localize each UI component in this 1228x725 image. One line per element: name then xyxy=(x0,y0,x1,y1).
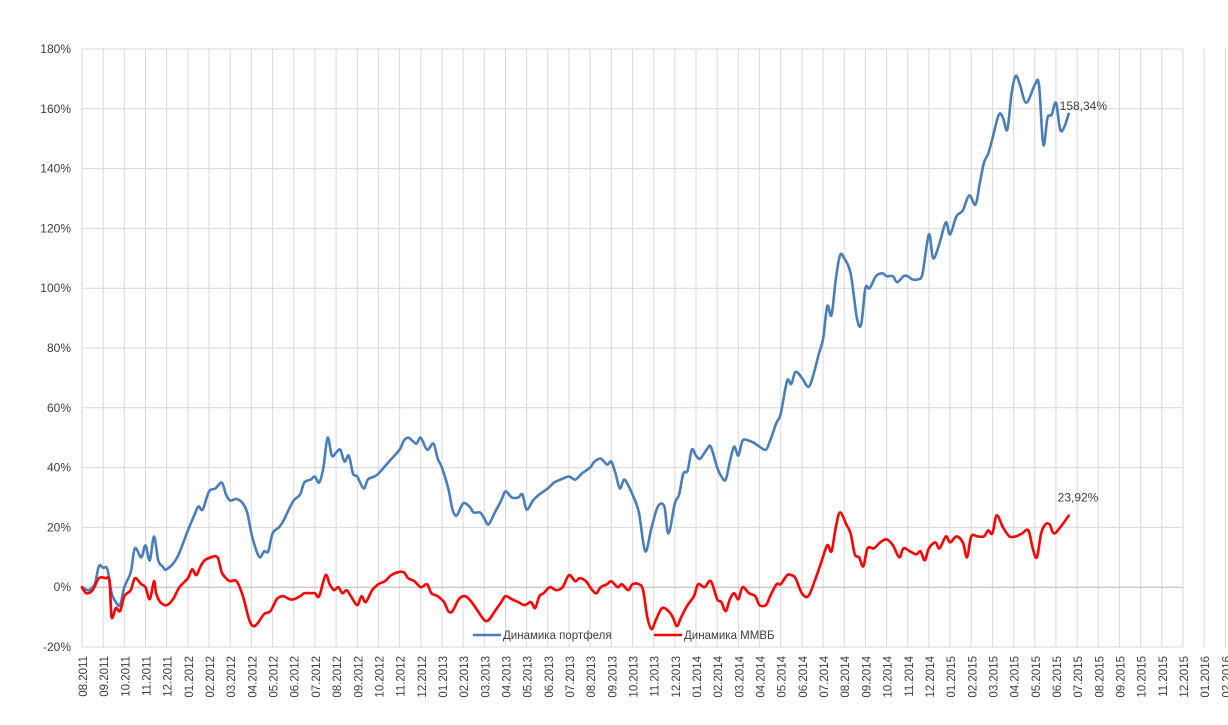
x-tick-label: 10.2013 xyxy=(629,656,641,698)
x-tick-label: 09.2015 xyxy=(1115,656,1127,698)
x-tick-label: 07.2013 xyxy=(565,656,577,698)
x-tick-label: 11.2012 xyxy=(396,656,408,697)
legend-label: Динамика ММВБ xyxy=(684,630,775,642)
x-tick-label: 03.2015 xyxy=(988,656,1000,698)
x-tick-label: 08.2014 xyxy=(840,655,852,697)
y-tick-label: -20% xyxy=(43,640,71,654)
x-tick-label: 08.2013 xyxy=(586,656,598,698)
end-label-micex: 23,92% xyxy=(1058,491,1099,505)
series-line-micex xyxy=(80,511,1070,631)
x-tick-label: 02.2014 xyxy=(713,655,725,697)
legend: Динамика портфеля Динамика ММВБ xyxy=(473,630,775,642)
y-tick-label: 140% xyxy=(40,162,71,176)
x-tick-label: 04.2013 xyxy=(501,656,513,698)
x-tick-label: 09.2011 xyxy=(99,656,111,697)
x-tick-label: 03.2014 xyxy=(734,655,746,697)
x-tick-label: 12.2011 xyxy=(163,656,175,697)
gridlines xyxy=(81,48,1226,648)
x-tick-label: 07.2012 xyxy=(311,656,323,698)
y-tick-label: 40% xyxy=(47,461,71,475)
x-tick-label: 07.2014 xyxy=(819,655,831,697)
x-tick-label: 03.2012 xyxy=(226,656,238,698)
x-tick-label: 08.2011 xyxy=(78,656,90,697)
legend-label: Динамика портфеля xyxy=(503,630,612,642)
x-tick-label: 04.2012 xyxy=(247,656,259,698)
x-tick-label: 11.2014 xyxy=(904,655,916,696)
y-tick-label: 120% xyxy=(40,221,71,235)
x-tick-label: 08.2012 xyxy=(332,656,344,698)
x-tick-label: 10.2014 xyxy=(883,655,895,697)
x-tick-label: 01.2014 xyxy=(692,655,704,697)
x-tick-label: 04.2014 xyxy=(756,655,768,697)
x-tick-label: 01.2012 xyxy=(184,656,196,698)
x-tick-label: 12.2013 xyxy=(671,656,683,698)
x-tick-label: 02.2015 xyxy=(967,656,979,698)
x-tick-label: 11.2013 xyxy=(650,656,662,697)
x-tick-label: 09.2014 xyxy=(861,655,873,697)
y-tick-label: 80% xyxy=(47,341,71,355)
x-tick-label: 10.2011 xyxy=(120,656,132,697)
x-tick-label: 02.2016 xyxy=(1221,656,1228,698)
x-tick-label: 10.2012 xyxy=(374,656,386,698)
x-tick-label: 06.2014 xyxy=(798,655,810,697)
x-tick-label: 05.2013 xyxy=(523,656,535,698)
y-axis-tick-labels: -20% 0% 20% 40% 60% 80% 100% 120% 140% 160% 180% xyxy=(40,42,71,654)
x-tick-label: 11.2011 xyxy=(142,656,154,696)
x-axis-tick-labels: 08.2011 09.2011 10.2011 11.2011 12.2011 01.20… xyxy=(78,655,1228,697)
x-tick-label: 12.2015 xyxy=(1179,656,1191,698)
x-tick-label: 05.2014 xyxy=(777,655,789,697)
x-tick-label: 06.2015 xyxy=(1052,656,1064,698)
y-tick-label: 60% xyxy=(47,401,71,415)
x-tick-label: 01.2015 xyxy=(946,656,958,698)
end-labels: 158,34% 23,92% xyxy=(1058,99,1108,505)
x-tick-label: 05.2015 xyxy=(1031,656,1043,698)
x-tick-label: 08.2015 xyxy=(1094,656,1106,698)
x-tick-label: 01.2016 xyxy=(1200,656,1212,698)
x-tick-label: 02.2012 xyxy=(205,656,217,698)
y-tick-label: 160% xyxy=(40,102,71,116)
x-tick-label: 06.2012 xyxy=(290,656,302,698)
x-tick-label: 11.2015 xyxy=(1158,656,1170,697)
x-tick-label: 09.2012 xyxy=(353,656,365,698)
x-tick-label: 12.2012 xyxy=(417,656,429,698)
x-tick-label: 09.2013 xyxy=(607,656,619,698)
y-tick-label: 0% xyxy=(54,580,72,594)
x-tick-label: 12.2014 xyxy=(925,655,937,697)
x-tick-label: 02.2013 xyxy=(459,656,471,698)
y-tick-label: 180% xyxy=(40,42,71,56)
x-tick-label: 03.2013 xyxy=(480,656,492,698)
x-tick-label: 05.2012 xyxy=(269,656,281,698)
y-tick-label: 100% xyxy=(40,281,71,295)
x-tick-label: 06.2013 xyxy=(544,656,556,698)
series-lines xyxy=(80,74,1070,631)
series-line-portfolio xyxy=(80,74,1070,608)
x-tick-label: 07.2015 xyxy=(1073,656,1085,698)
x-tick-label: 01.2013 xyxy=(438,656,450,698)
end-label-portfolio: 158,34% xyxy=(1060,99,1108,113)
y-tick-label: 20% xyxy=(47,520,71,534)
x-tick-label: 10.2015 xyxy=(1137,656,1149,698)
x-tick-label: 04.2015 xyxy=(1010,656,1022,698)
